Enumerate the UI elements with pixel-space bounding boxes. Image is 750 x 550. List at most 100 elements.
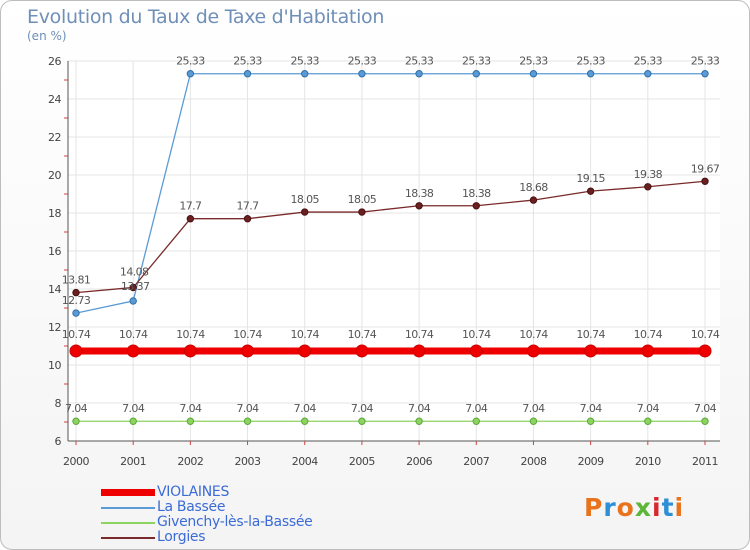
legend-swatch xyxy=(101,506,155,509)
data-label: 18.38 xyxy=(462,187,491,200)
data-point xyxy=(243,70,252,78)
y-tick-label: 6 xyxy=(55,435,62,448)
data-label: 10.74 xyxy=(119,328,148,341)
data-label: 10.74 xyxy=(462,328,491,341)
data-point xyxy=(186,417,195,425)
labels-givenchy-les-la-bassee: 7.04 7.04 7.04 7.04 7.04 7.04 7.04 7.04 7.04 7.04… xyxy=(65,402,717,415)
y-tick-label: 18 xyxy=(48,207,61,220)
data-point xyxy=(469,344,483,358)
y-tick-label: 10 xyxy=(48,359,61,372)
data-label: 10.74 xyxy=(519,328,548,341)
legend-label: Givenchy-lès-la-Bassée xyxy=(157,514,313,530)
data-label: 25.33 xyxy=(634,55,663,68)
data-point xyxy=(529,70,538,78)
series-line xyxy=(75,180,706,294)
data-label: 12.73 xyxy=(62,294,91,307)
y-tick-label: 12 xyxy=(48,321,61,334)
data-point xyxy=(69,344,83,358)
data-label: 13.37 xyxy=(121,280,150,293)
labels-violaines: 10.74 10.74 10.74 10.74 10.74 10.74 10.74 10.74… xyxy=(62,328,721,341)
proxiti-logo: Proxiti xyxy=(584,493,684,522)
data-point xyxy=(644,70,652,78)
data-label: 7.04 xyxy=(465,402,488,415)
data-label: 25.33 xyxy=(519,55,548,68)
y-tick-label: 22 xyxy=(48,131,61,144)
data-point xyxy=(241,344,255,358)
chart-legend: VIOLAINES La Bassée Givenchy-lès-la-Bassée… xyxy=(101,484,313,545)
data-point xyxy=(358,70,366,78)
y-tick-label: 16 xyxy=(48,245,61,258)
data-point xyxy=(472,417,480,425)
x-tick-label: 2008 xyxy=(520,455,546,468)
data-point xyxy=(358,417,366,425)
data-point xyxy=(412,344,426,358)
data-label: 7.04 xyxy=(580,402,603,415)
data-label: 10.74 xyxy=(405,328,434,341)
data-label: 7.04 xyxy=(694,402,717,415)
data-label: 25.33 xyxy=(233,55,262,68)
data-point xyxy=(301,417,309,425)
series-line xyxy=(75,73,705,314)
data-point xyxy=(72,417,80,425)
data-point xyxy=(472,202,480,210)
series-givenchy-les-la-bassee xyxy=(72,417,709,425)
data-label: 10.74 xyxy=(62,328,91,341)
data-label: 10.74 xyxy=(233,328,262,341)
data-label: 7.04 xyxy=(236,402,259,415)
data-point xyxy=(584,344,598,358)
y-tick-label: 20 xyxy=(48,169,61,182)
data-label: 7.04 xyxy=(294,402,317,415)
data-point xyxy=(243,417,252,425)
data-label: 17.7 xyxy=(236,200,259,213)
x-tick-label: 2006 xyxy=(406,455,432,468)
data-point xyxy=(129,297,137,305)
data-label: 19.67 xyxy=(691,162,720,175)
x-tick-label: 2003 xyxy=(235,455,261,468)
y-tick-label: 14 xyxy=(48,283,61,296)
data-label: 18.05 xyxy=(290,193,319,206)
data-label: 7.04 xyxy=(351,402,374,415)
data-point xyxy=(355,344,369,358)
data-point xyxy=(126,344,140,358)
data-label: 18.38 xyxy=(405,187,434,200)
data-point xyxy=(701,417,709,425)
legend-label: VIOLAINES xyxy=(157,484,230,500)
y-tick-label: 26 xyxy=(48,55,61,68)
y-tick-label: 8 xyxy=(55,397,62,410)
data-label: 19.38 xyxy=(634,168,663,181)
data-point xyxy=(698,344,712,358)
data-label: 25.33 xyxy=(176,55,205,68)
data-label: 25.33 xyxy=(348,55,377,68)
data-point xyxy=(701,177,709,185)
data-label: 7.04 xyxy=(522,402,545,415)
legend-label: Lorgies xyxy=(157,529,206,545)
data-point xyxy=(415,202,423,210)
labels-lorgies: 13.81 14.08 17.7 17.7 18.05 18.05 18.38 18.38 18… xyxy=(62,162,721,287)
data-label: 7.04 xyxy=(122,402,145,415)
data-label: 7.04 xyxy=(637,402,660,415)
data-point xyxy=(358,208,366,216)
data-label: 7.04 xyxy=(408,402,431,415)
data-label: 18.05 xyxy=(348,193,377,206)
logo-letter: x xyxy=(634,493,652,522)
data-label: 10.74 xyxy=(290,328,319,341)
data-label: 17.7 xyxy=(179,200,202,213)
series-la-bassee xyxy=(72,70,709,317)
x-tick-label: 2001 xyxy=(120,455,146,468)
data-label: 10.74 xyxy=(576,328,605,341)
x-tick-label: 2004 xyxy=(292,455,318,468)
data-label: 10.74 xyxy=(348,328,377,341)
legend-item-la-bassee: La Bassée xyxy=(101,500,312,515)
data-point xyxy=(415,70,423,78)
data-label: 13.81 xyxy=(62,274,91,287)
data-point xyxy=(298,344,312,358)
data-point xyxy=(472,70,480,78)
data-point xyxy=(301,208,309,216)
chart-title: Evolution du Taux de Taxe d'Habitation xyxy=(27,6,385,28)
data-point xyxy=(186,70,195,78)
data-point xyxy=(586,70,595,78)
data-point xyxy=(183,344,197,358)
data-point xyxy=(644,417,652,425)
